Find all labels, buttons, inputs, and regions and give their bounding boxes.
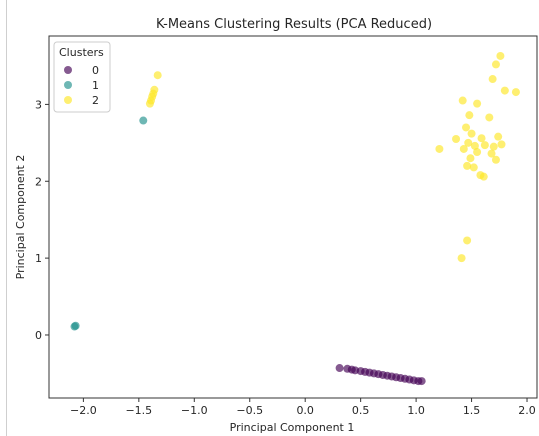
data-point-cluster-2: [463, 236, 472, 245]
x-tick-label: −0.5: [236, 404, 263, 417]
data-points: [70, 51, 520, 386]
legend-label-cluster-2: 2: [92, 94, 99, 107]
data-point-cluster-2: [473, 99, 482, 108]
data-point-cluster-1: [70, 322, 79, 331]
x-tick-label: 2.0: [518, 404, 536, 417]
chart-title: K-Means Clustering Results (PCA Reduced): [156, 17, 432, 32]
data-point-cluster-2: [496, 51, 505, 60]
data-point-cluster-1: [139, 116, 148, 125]
legend: Clusters 0 1 2: [53, 41, 111, 113]
y-tick-label: 1: [35, 252, 42, 265]
data-point-cluster-2: [145, 99, 154, 108]
legend-title: Clusters: [59, 46, 104, 59]
x-tick-label: −2.0: [70, 404, 97, 417]
data-point-cluster-2: [491, 60, 500, 69]
data-point-cluster-2: [487, 149, 496, 158]
data-point-cluster-2: [511, 88, 520, 97]
data-point-cluster-2: [497, 140, 506, 149]
legend-label-cluster-0: 0: [92, 64, 99, 77]
data-point-cluster-2: [477, 134, 486, 143]
data-point-cluster-2: [463, 161, 472, 170]
data-point-cluster-2: [153, 71, 162, 80]
x-tick-label: 0.0: [296, 404, 314, 417]
left-divider-line: [6, 0, 7, 436]
data-point-cluster-2: [491, 155, 500, 164]
plot-area-frame: [48, 35, 538, 399]
data-point-cluster-2: [459, 144, 468, 153]
y-axis: 0 1 2 3: [35, 98, 49, 342]
legend-marker-cluster-2: [64, 96, 72, 104]
data-point-cluster-2: [488, 75, 497, 84]
data-point-cluster-2: [458, 96, 467, 105]
legend-box: [53, 41, 111, 113]
data-point-cluster-2: [462, 123, 471, 132]
x-tick-label: 1.5: [463, 404, 481, 417]
x-tick-label: −1.5: [125, 404, 152, 417]
data-point-cluster-0: [417, 377, 426, 386]
data-point-cluster-2: [470, 141, 479, 150]
y-tick-label: 2: [35, 175, 42, 188]
x-tick-label: 0.5: [352, 404, 370, 417]
data-point-cluster-2: [467, 129, 476, 138]
data-point-cluster-2: [452, 134, 461, 143]
data-point-cluster-2: [473, 148, 482, 157]
data-point-cluster-2: [466, 154, 475, 163]
legend-marker-cluster-1: [64, 81, 72, 89]
x-axis: −2.0 −1.5 −1.0 −0.5 0.0 0.5 1.0 1.5 2.0: [70, 398, 536, 417]
legend-entries: 0 1 2: [64, 64, 99, 107]
data-point-cluster-2: [489, 142, 498, 151]
data-point-cluster-2: [465, 111, 474, 120]
data-point-cluster-2: [469, 163, 478, 172]
y-tick-label: 0: [35, 329, 42, 342]
x-tick-label: −1.0: [181, 404, 208, 417]
legend-label-cluster-1: 1: [92, 79, 99, 92]
y-tick-label: 3: [35, 98, 42, 111]
data-point-cluster-2: [464, 138, 473, 147]
data-point-cluster-2: [479, 172, 488, 181]
x-axis-label: Principal Component 1: [230, 421, 355, 434]
y-axis-label: Principal Component 2: [14, 155, 27, 280]
data-point-cluster-2: [494, 132, 503, 141]
data-point-cluster-2: [500, 86, 509, 95]
data-point-cluster-2: [435, 144, 444, 153]
x-tick-label: 1.0: [407, 404, 425, 417]
data-point-cluster-2: [457, 254, 466, 263]
data-point-cluster-2: [480, 141, 489, 150]
legend-marker-cluster-0: [64, 66, 72, 74]
data-point-cluster-0: [335, 364, 344, 373]
data-point-cluster-2: [485, 113, 494, 122]
